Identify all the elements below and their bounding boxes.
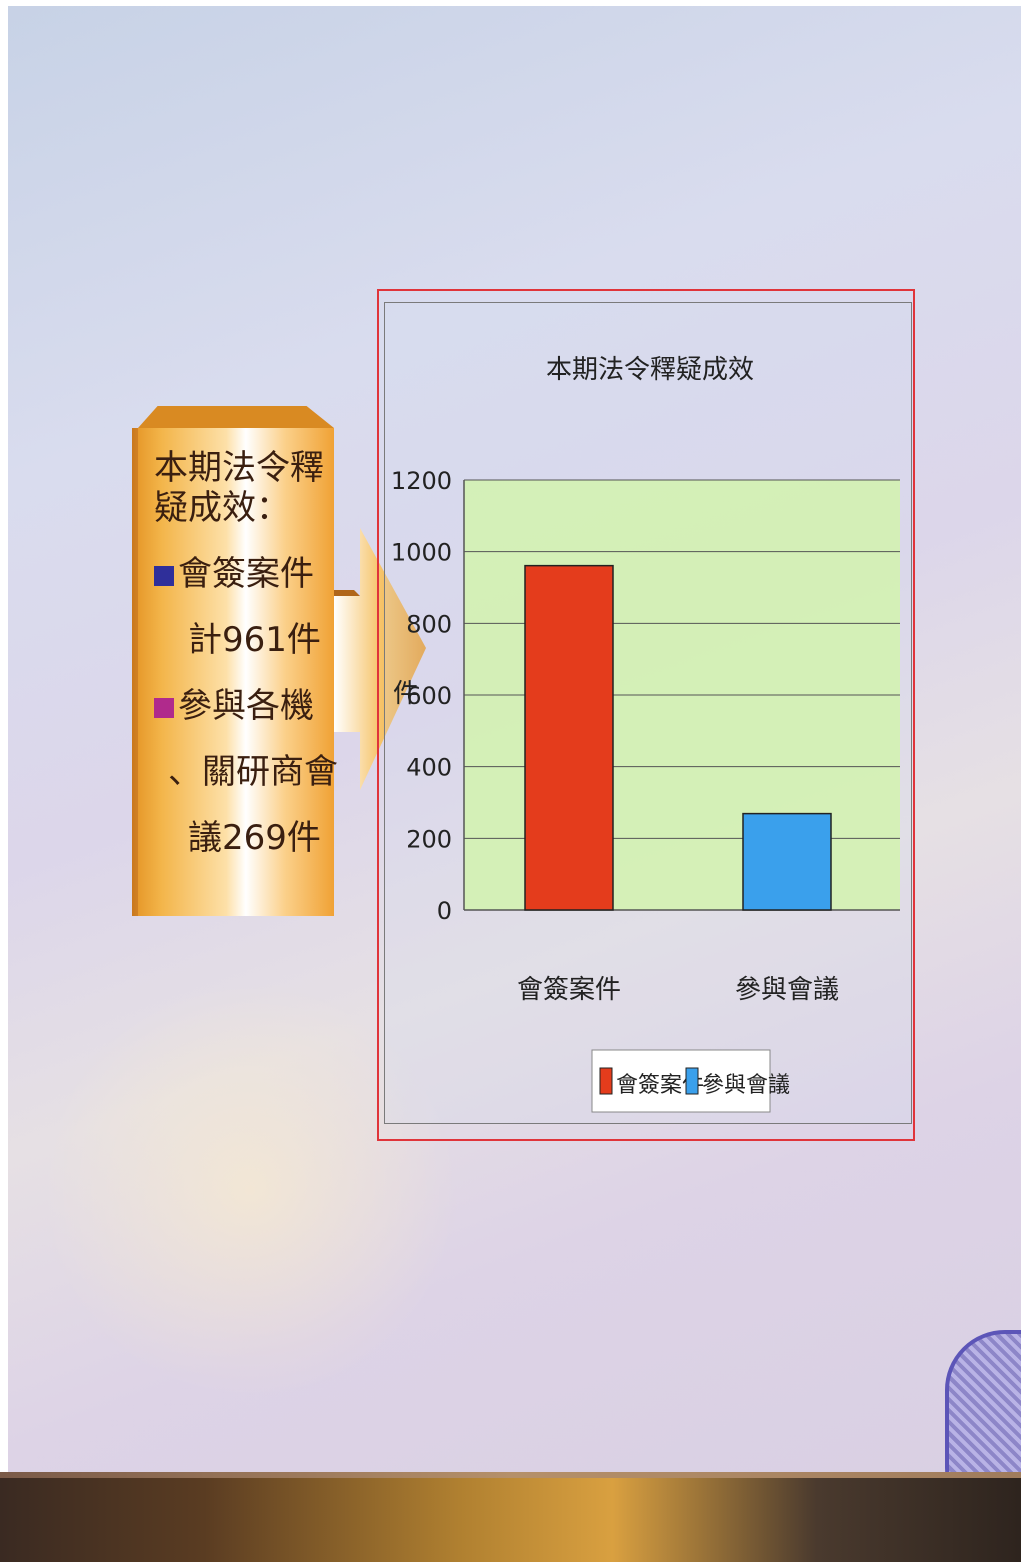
y-tick-label: 400 xyxy=(406,754,452,782)
bottom-photo-band xyxy=(0,1472,1021,1562)
info-item-2-line-3: 議269件 xyxy=(188,818,321,858)
info-box-face xyxy=(138,428,334,916)
info-title-line-2: 疑成效： xyxy=(154,488,290,528)
background-glow xyxy=(40,980,460,1400)
square-bullet-icon xyxy=(154,697,174,718)
x-axis-labels: 會簽案件 參與會議 xyxy=(517,975,839,1005)
info-item-2-line-2: 、關研商會 xyxy=(168,752,338,792)
info-title-line-1: 本期法令釋 xyxy=(154,448,324,488)
info-box-top xyxy=(138,406,334,428)
bar-1 xyxy=(524,564,614,911)
bars xyxy=(524,564,832,911)
x-tick-label: 參與會議 xyxy=(735,975,839,1005)
arrow-right-icon xyxy=(334,528,426,790)
legend-swatch xyxy=(685,1067,699,1095)
x-tick-label: 會簽案件 xyxy=(517,975,621,1005)
bar-2 xyxy=(742,812,832,911)
info-box: 本期法令釋 疑成效： 會簽案件 計961件 參與各機 、關研商會 議269件 xyxy=(132,406,338,916)
scan-border-left xyxy=(0,0,8,1562)
y-tick-label: 1200 xyxy=(391,467,452,495)
info-item-1: 會簽案件 xyxy=(154,554,334,594)
scan-border-top xyxy=(0,0,1021,6)
chart-title: 本期法令釋疑成效 xyxy=(546,355,754,385)
chart-border xyxy=(377,289,915,1141)
y-tick-label: 200 xyxy=(406,825,452,853)
info-item-2-label: 參與各機 xyxy=(178,686,314,726)
y-tick-label: 600 xyxy=(406,682,452,710)
legend-label: 參與會議 xyxy=(702,1073,790,1098)
y-tick-label: 0 xyxy=(437,897,452,925)
square-bullet-icon xyxy=(154,565,174,586)
info-item-1-detail: 計961件 xyxy=(188,620,321,660)
info-item-1-label: 會簽案件 xyxy=(178,554,314,594)
y-tick-label: 1000 xyxy=(391,539,452,567)
y-axis-label: 件 xyxy=(393,679,419,709)
y-axis-ticks: 0 200 400 600 800 1000 1200 xyxy=(391,467,452,925)
legend-swatch xyxy=(599,1067,613,1095)
y-tick-label: 800 xyxy=(406,610,452,638)
info-item-2: 參與各機 xyxy=(154,686,334,726)
legend-box xyxy=(591,1049,771,1113)
info-text: 本期法令釋 疑成效： 會簽案件 計961件 參與各機 、關研商會 議269件 xyxy=(154,448,338,858)
